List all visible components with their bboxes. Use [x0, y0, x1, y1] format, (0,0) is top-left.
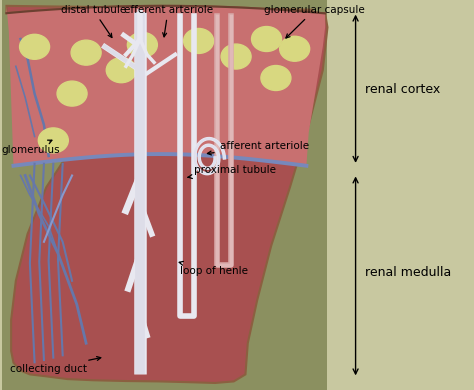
Text: renal cortex: renal cortex — [365, 83, 440, 96]
Circle shape — [19, 34, 50, 59]
Text: efferent arteriole: efferent arteriole — [124, 5, 213, 37]
Circle shape — [261, 66, 291, 90]
Circle shape — [252, 27, 282, 51]
Text: collecting duct: collecting duct — [10, 356, 101, 374]
Circle shape — [221, 44, 251, 69]
Text: proximal tubule: proximal tubule — [188, 165, 276, 179]
Polygon shape — [7, 6, 328, 383]
Bar — [2, 0, 328, 390]
Polygon shape — [7, 6, 325, 166]
Circle shape — [128, 32, 157, 57]
Circle shape — [183, 28, 214, 53]
Text: distal tubule: distal tubule — [61, 5, 126, 37]
Circle shape — [106, 58, 136, 83]
Circle shape — [57, 81, 87, 106]
Circle shape — [280, 36, 310, 61]
Text: afferent arteriole: afferent arteriole — [208, 141, 309, 155]
Text: renal medulla: renal medulla — [365, 266, 451, 280]
Text: glomerulus: glomerulus — [2, 140, 60, 155]
Text: loop of henle: loop of henle — [179, 261, 248, 276]
Circle shape — [38, 128, 68, 153]
Circle shape — [71, 40, 101, 65]
Text: glomerular capsule: glomerular capsule — [264, 5, 365, 38]
